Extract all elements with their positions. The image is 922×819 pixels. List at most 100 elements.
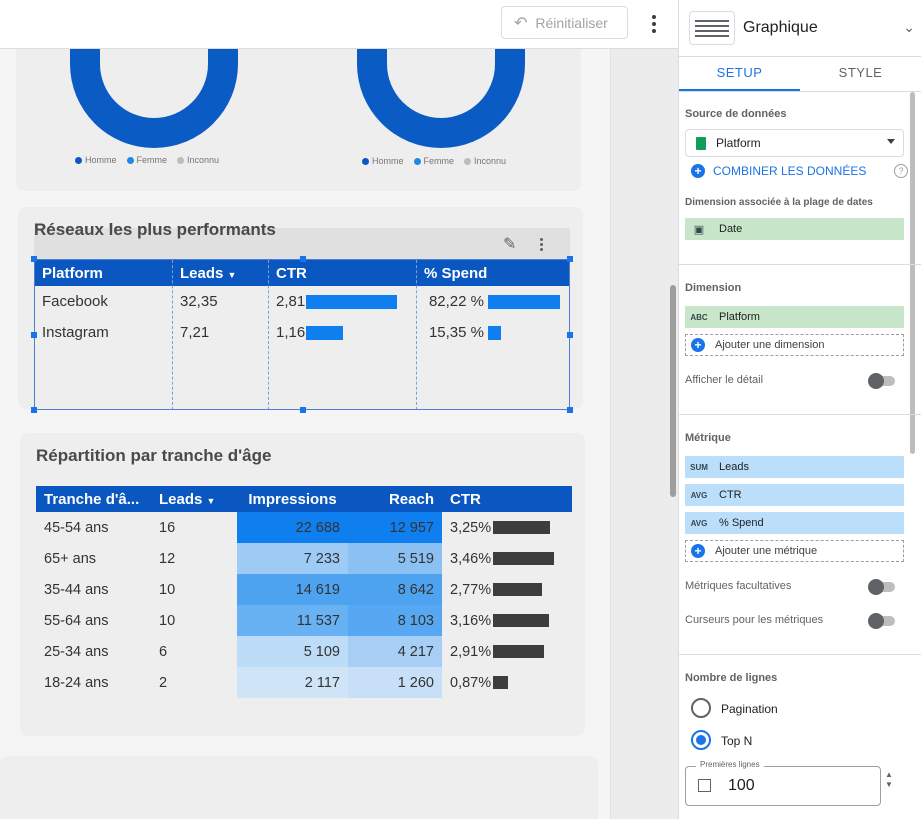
- legend-femme: Femme: [423, 156, 455, 166]
- resize-handle[interactable]: [567, 407, 573, 413]
- cell-reach: 1 260: [348, 667, 442, 698]
- metric-chip-ctr[interactable]: AVG CTR: [685, 484, 904, 506]
- resize-handle[interactable]: [31, 332, 37, 338]
- resize-handle[interactable]: [31, 407, 37, 413]
- cell-reach: 5 519: [348, 543, 442, 574]
- ctr-bar: [493, 614, 550, 628]
- donut-legend-left: Homme Femme Inconnu: [75, 155, 219, 165]
- help-icon[interactable]: ?: [894, 164, 908, 178]
- resize-handle[interactable]: [567, 256, 573, 262]
- cell-ctr: 2,81: [276, 293, 306, 310]
- date-dimension-label: Dimension associée à la plage de dates: [685, 197, 873, 208]
- edit-pencil-icon[interactable]: ✎: [503, 236, 517, 253]
- col-reach[interactable]: Reach: [348, 486, 442, 512]
- cell-ctr: 2,77%: [450, 581, 492, 598]
- tab-setup[interactable]: SETUP: [679, 57, 800, 91]
- col-age[interactable]: Tranche d'â...: [36, 486, 151, 512]
- source-label: Source de données: [685, 108, 787, 120]
- cell-leads: 12: [159, 550, 176, 567]
- col-impressions[interactable]: Impressions: [237, 486, 348, 512]
- col-ctr[interactable]: CTR: [268, 260, 416, 286]
- topn-radio[interactable]: [691, 730, 711, 750]
- cell-impressions: 7 233: [237, 543, 348, 574]
- panel-scrollbar[interactable]: [910, 92, 915, 454]
- first-rows-input[interactable]: Premières lignes 100: [685, 760, 881, 806]
- add-icon: +: [691, 544, 705, 558]
- col-leads[interactable]: Leads ▼: [151, 486, 237, 512]
- col-ctr[interactable]: CTR: [442, 486, 572, 512]
- properties-panel: Graphique ⌄ SETUP STYLE Source de donnée…: [678, 0, 922, 819]
- dimension-chip[interactable]: ABC Platform: [685, 306, 904, 328]
- table-row[interactable]: 55-64 ans 10 11 537 8 103 3,16%: [36, 605, 572, 636]
- cell-platform: Facebook: [42, 293, 108, 310]
- dimension-label: Dimension: [685, 282, 742, 294]
- canvas-gutter: [610, 49, 679, 819]
- col-platform[interactable]: Platform: [34, 260, 172, 286]
- cell-age: 35-44 ans: [44, 581, 109, 598]
- cell-age: 45-54 ans: [44, 519, 109, 536]
- cell-spend: 82,22 %: [428, 293, 484, 310]
- data-source-select[interactable]: Platform: [685, 129, 904, 157]
- tab-style[interactable]: STYLE: [838, 65, 883, 80]
- chart-menu-icon[interactable]: [540, 238, 543, 251]
- cell-leads: 10: [159, 612, 176, 629]
- age-card-title: Répartition par tranche d'âge: [36, 446, 272, 465]
- metric-chip-leads[interactable]: SUM Leads: [685, 456, 904, 478]
- column-guide: [416, 260, 417, 410]
- more-options-icon[interactable]: [645, 12, 663, 36]
- sort-desc-icon: ▼: [227, 269, 237, 280]
- cell-leads: 7,21: [180, 324, 210, 341]
- col-spend[interactable]: % Spend: [416, 260, 570, 286]
- show-detail-toggle[interactable]: [868, 373, 895, 389]
- table-row[interactable]: Facebook 32,35 2,81 82,22 %: [34, 286, 570, 317]
- ctr-bar: [493, 676, 509, 690]
- ctr-bar: [493, 521, 551, 535]
- empty-card[interactable]: [0, 756, 598, 819]
- cell-impressions: 11 537: [237, 605, 348, 636]
- table-row[interactable]: Instagram 7,21 1,16 15,35 %: [34, 317, 570, 348]
- table-row[interactable]: 35-44 ans 10 14 619 8 642 2,77%: [36, 574, 572, 605]
- cell-leads: 32,35: [180, 293, 218, 310]
- cell-leads: 10: [159, 581, 176, 598]
- add-metric-label: Ajouter une métrique: [715, 545, 818, 557]
- age-table[interactable]: Tranche d'â... Leads ▼ Impressions Reach…: [36, 486, 572, 698]
- cell-spend: 15,35 %: [428, 324, 484, 341]
- pagination-radio[interactable]: [691, 698, 711, 718]
- dimension-value: Platform: [719, 311, 760, 323]
- number-stepper[interactable]: ▲ ▼: [885, 770, 893, 789]
- resize-handle[interactable]: [300, 256, 306, 262]
- chart-type-name: Graphique: [743, 19, 818, 36]
- ctr-bar: [493, 552, 555, 566]
- add-dimension-button[interactable]: + Ajouter une dimension: [685, 334, 904, 356]
- metric-chip-spend[interactable]: AVG % Spend: [685, 512, 904, 534]
- add-metric-button[interactable]: + Ajouter une métrique: [685, 540, 904, 562]
- resize-handle[interactable]: [300, 407, 306, 413]
- reset-button[interactable]: ↶ Réinitialiser: [501, 6, 628, 39]
- table-row[interactable]: 25-34 ans 6 5 109 4 217 2,91%: [36, 636, 572, 667]
- add-icon: +: [691, 338, 705, 352]
- chart-type-selector[interactable]: Graphique ⌄: [689, 10, 915, 46]
- optional-metrics-toggle[interactable]: [868, 579, 895, 595]
- cell-age: 18-24 ans: [44, 674, 109, 691]
- canvas-scrollbar[interactable]: [670, 285, 676, 497]
- metric-sliders-toggle[interactable]: [868, 613, 895, 629]
- col-leads[interactable]: Leads ▼: [172, 260, 268, 286]
- report-canvas: Homme Femme Inconnu Homme Femme Inconnu: [0, 49, 610, 819]
- legend-homme: Homme: [85, 155, 117, 165]
- ctr-bar: [493, 645, 545, 659]
- first-rows-value: 100: [728, 777, 755, 794]
- cell-reach: 8 642: [348, 574, 442, 605]
- resize-handle[interactable]: [567, 332, 573, 338]
- table-row[interactable]: 65+ ans 12 7 233 5 519 3,46%: [36, 543, 572, 574]
- cell-leads: 16: [159, 519, 176, 536]
- table-row[interactable]: 45-54 ans 16 22 688 12 957 3,25%: [36, 512, 572, 543]
- panel-tabs: SETUP STYLE: [679, 56, 921, 92]
- network-table[interactable]: Platform Leads ▼ CTR % Spend Facebook 32…: [34, 260, 570, 348]
- date-dimension-chip[interactable]: ▣ Date: [685, 218, 904, 240]
- table-row[interactable]: 18-24 ans 2 2 117 1 260 0,87%: [36, 667, 572, 698]
- rows-count-label: Nombre de lignes: [685, 672, 778, 684]
- resize-handle[interactable]: [31, 256, 37, 262]
- network-card-title-overlay: Réseaux les plus performants: [34, 220, 276, 239]
- optional-metrics-label: Métriques facultatives: [685, 580, 792, 592]
- blend-data-link[interactable]: + COMBINER LES DONNÉES: [691, 164, 866, 178]
